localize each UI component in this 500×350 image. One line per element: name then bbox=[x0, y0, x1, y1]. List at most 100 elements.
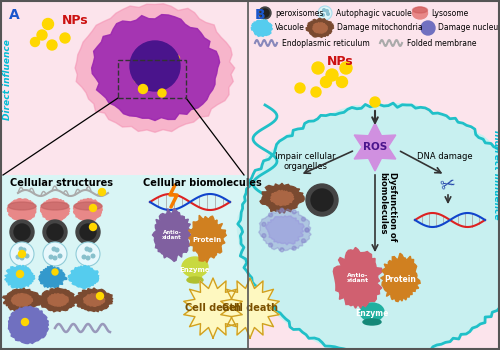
Polygon shape bbox=[74, 198, 102, 221]
Circle shape bbox=[16, 255, 20, 259]
Text: Protein: Protein bbox=[384, 275, 416, 285]
Polygon shape bbox=[152, 209, 190, 261]
Text: Impair cellular
organelles: Impair cellular organelles bbox=[274, 152, 336, 172]
Polygon shape bbox=[38, 266, 67, 288]
Ellipse shape bbox=[74, 202, 102, 210]
Polygon shape bbox=[259, 209, 311, 251]
Ellipse shape bbox=[360, 303, 384, 321]
Circle shape bbox=[91, 254, 95, 258]
Circle shape bbox=[49, 255, 53, 259]
Text: Antio-
xidant: Antio- xidant bbox=[347, 273, 369, 284]
Circle shape bbox=[52, 247, 56, 251]
Circle shape bbox=[80, 224, 96, 240]
Circle shape bbox=[320, 77, 332, 88]
Text: Cell death: Cell death bbox=[222, 303, 278, 313]
Polygon shape bbox=[251, 19, 272, 36]
Text: peroxisomes: peroxisomes bbox=[275, 8, 324, 18]
Polygon shape bbox=[354, 123, 396, 171]
Circle shape bbox=[259, 7, 271, 19]
Polygon shape bbox=[270, 190, 294, 205]
Circle shape bbox=[158, 89, 166, 97]
Bar bbox=[365, 310, 379, 322]
Polygon shape bbox=[92, 15, 220, 120]
Text: Vacuole: Vacuole bbox=[275, 23, 305, 33]
Polygon shape bbox=[38, 288, 78, 312]
Circle shape bbox=[370, 97, 380, 107]
Circle shape bbox=[55, 248, 59, 252]
Circle shape bbox=[76, 220, 100, 244]
Circle shape bbox=[22, 318, 29, 326]
Polygon shape bbox=[84, 294, 104, 306]
Circle shape bbox=[302, 239, 306, 243]
Circle shape bbox=[295, 83, 305, 93]
Circle shape bbox=[53, 256, 57, 260]
Polygon shape bbox=[75, 4, 234, 132]
Text: Direct influence: Direct influence bbox=[4, 40, 13, 120]
Text: Enzyme: Enzyme bbox=[180, 267, 210, 273]
Circle shape bbox=[43, 220, 67, 244]
Circle shape bbox=[42, 19, 54, 29]
Text: Dysfunction of
biomolecules: Dysfunction of biomolecules bbox=[378, 172, 398, 241]
Circle shape bbox=[326, 10, 328, 12]
Ellipse shape bbox=[363, 319, 381, 325]
Circle shape bbox=[88, 248, 92, 252]
Circle shape bbox=[326, 69, 338, 81]
Circle shape bbox=[90, 204, 96, 211]
Circle shape bbox=[98, 189, 105, 196]
Text: NPs: NPs bbox=[326, 55, 353, 68]
Circle shape bbox=[47, 224, 63, 240]
Circle shape bbox=[421, 21, 435, 35]
Circle shape bbox=[134, 77, 140, 83]
Polygon shape bbox=[40, 198, 70, 221]
Circle shape bbox=[268, 243, 272, 247]
Circle shape bbox=[312, 62, 324, 74]
Text: Cell death: Cell death bbox=[185, 303, 241, 313]
Circle shape bbox=[292, 246, 296, 250]
Polygon shape bbox=[184, 278, 242, 338]
Polygon shape bbox=[48, 294, 68, 306]
Circle shape bbox=[25, 254, 29, 258]
Polygon shape bbox=[76, 288, 113, 312]
Circle shape bbox=[47, 40, 57, 50]
Text: Folded membrane: Folded membrane bbox=[407, 38, 476, 48]
Circle shape bbox=[322, 9, 326, 11]
Circle shape bbox=[18, 251, 26, 258]
Circle shape bbox=[152, 61, 158, 65]
Circle shape bbox=[37, 30, 47, 40]
Ellipse shape bbox=[41, 202, 69, 210]
Polygon shape bbox=[238, 104, 500, 350]
Polygon shape bbox=[188, 215, 226, 262]
Ellipse shape bbox=[182, 257, 208, 277]
Circle shape bbox=[262, 234, 266, 238]
Circle shape bbox=[58, 254, 62, 258]
Circle shape bbox=[132, 57, 138, 63]
Circle shape bbox=[160, 84, 166, 89]
Polygon shape bbox=[8, 306, 48, 344]
Polygon shape bbox=[68, 266, 98, 289]
Circle shape bbox=[261, 9, 269, 17]
Polygon shape bbox=[3, 288, 41, 312]
Circle shape bbox=[60, 33, 70, 43]
Bar bbox=[118, 60, 186, 98]
Polygon shape bbox=[260, 183, 304, 214]
Circle shape bbox=[340, 62, 352, 74]
Bar bbox=[1, 175, 247, 349]
Bar bbox=[189, 266, 201, 280]
Circle shape bbox=[336, 77, 347, 88]
Text: Endoplasmic reticulum: Endoplasmic reticulum bbox=[282, 38, 370, 48]
Text: Protein: Protein bbox=[192, 237, 222, 243]
Circle shape bbox=[86, 256, 90, 260]
Bar bbox=[248, 1, 499, 349]
Polygon shape bbox=[221, 278, 279, 338]
Text: Damage mitochondria: Damage mitochondria bbox=[337, 23, 422, 33]
Circle shape bbox=[14, 224, 30, 240]
Circle shape bbox=[10, 220, 34, 244]
Circle shape bbox=[318, 6, 332, 20]
Circle shape bbox=[19, 247, 23, 251]
Circle shape bbox=[311, 87, 321, 97]
Text: Enzyme: Enzyme bbox=[356, 309, 388, 318]
Circle shape bbox=[280, 248, 284, 252]
Text: NPs: NPs bbox=[62, 14, 88, 27]
Text: DNA damage: DNA damage bbox=[417, 152, 473, 161]
Circle shape bbox=[43, 242, 67, 266]
